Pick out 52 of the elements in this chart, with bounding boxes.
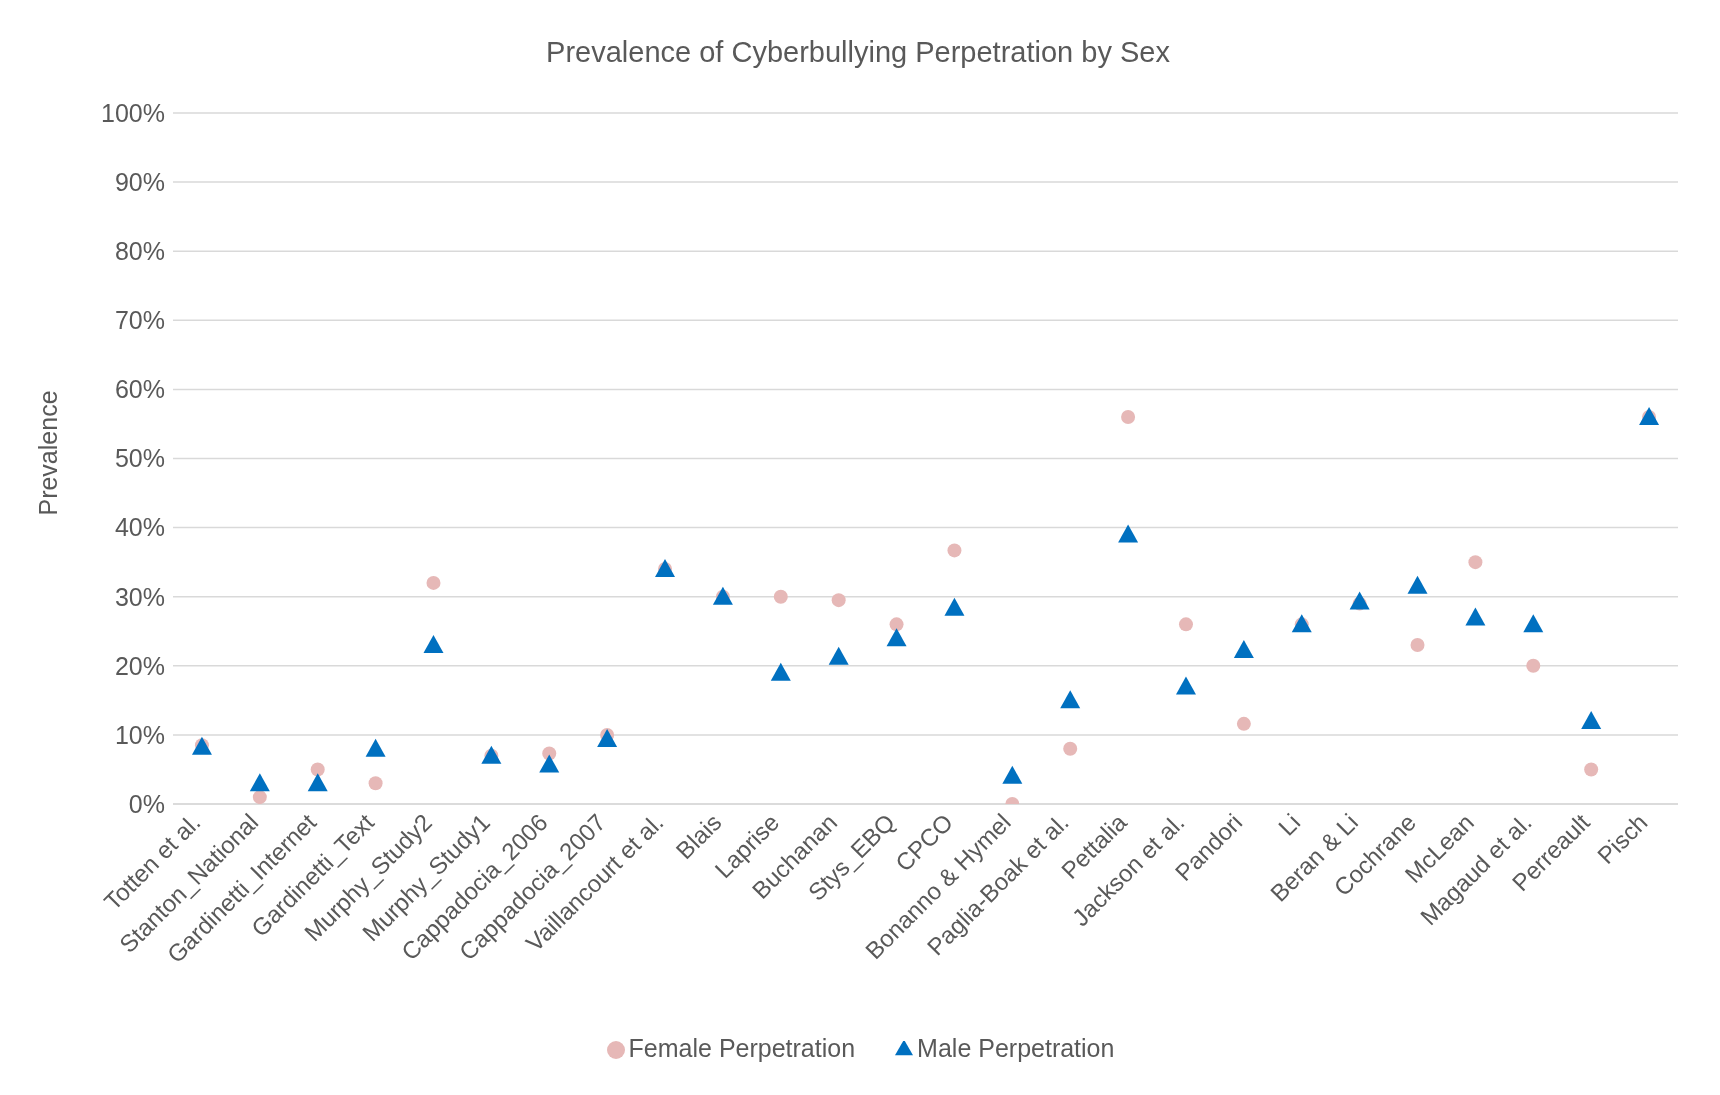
point: [368, 776, 383, 791]
point: [1526, 658, 1541, 673]
x-tick-label: Li: [1272, 808, 1306, 841]
y-tick-label: 100%: [101, 98, 165, 127]
y-tick-label: 90%: [114, 167, 165, 196]
point: [1468, 555, 1483, 570]
y-tick-label: 10%: [114, 720, 165, 749]
point: [1465, 607, 1486, 626]
point: [1349, 591, 1370, 610]
y-tick-label: 20%: [114, 651, 165, 680]
y-tick-label: 0%: [128, 789, 165, 818]
y-axis-title: Prevalence: [33, 390, 63, 516]
point: [831, 593, 846, 608]
legend-label: Male Perpetration: [917, 1034, 1115, 1062]
legend-label: Female Perpetration: [628, 1034, 856, 1062]
point: [1060, 690, 1081, 709]
point: [1236, 716, 1251, 731]
point: [1121, 410, 1136, 425]
point: [886, 628, 907, 647]
point: [828, 646, 849, 665]
chart-title: Prevalence of Cyberbullying Perpetration by Sex: [545, 36, 1171, 69]
point: [1002, 765, 1023, 784]
y-tick-label: 80%: [114, 237, 165, 266]
point: [1584, 762, 1599, 777]
point: [944, 597, 965, 616]
y-tick-label: 60%: [114, 375, 165, 404]
point: [1063, 741, 1078, 756]
point: [365, 738, 386, 757]
point: [1118, 524, 1139, 543]
point: [1175, 676, 1196, 695]
point: [889, 617, 904, 632]
point: [597, 729, 618, 748]
y-tick-label: 70%: [114, 306, 165, 335]
point: [1581, 711, 1602, 730]
point: [1410, 638, 1425, 653]
point: [1523, 614, 1544, 633]
point: [947, 543, 962, 558]
y-tick-label: 40%: [114, 513, 165, 542]
point: [773, 589, 788, 604]
point: [423, 635, 444, 654]
point: [310, 762, 325, 777]
point: [307, 773, 328, 792]
point: [1407, 575, 1428, 594]
point: [539, 754, 560, 773]
point: [252, 790, 267, 804]
point: [426, 575, 441, 590]
point: [249, 773, 270, 792]
point: [770, 662, 791, 681]
point: [1178, 617, 1193, 632]
y-tick-label: 30%: [114, 582, 165, 611]
y-tick-label: 50%: [114, 444, 165, 473]
point: [1233, 639, 1254, 658]
